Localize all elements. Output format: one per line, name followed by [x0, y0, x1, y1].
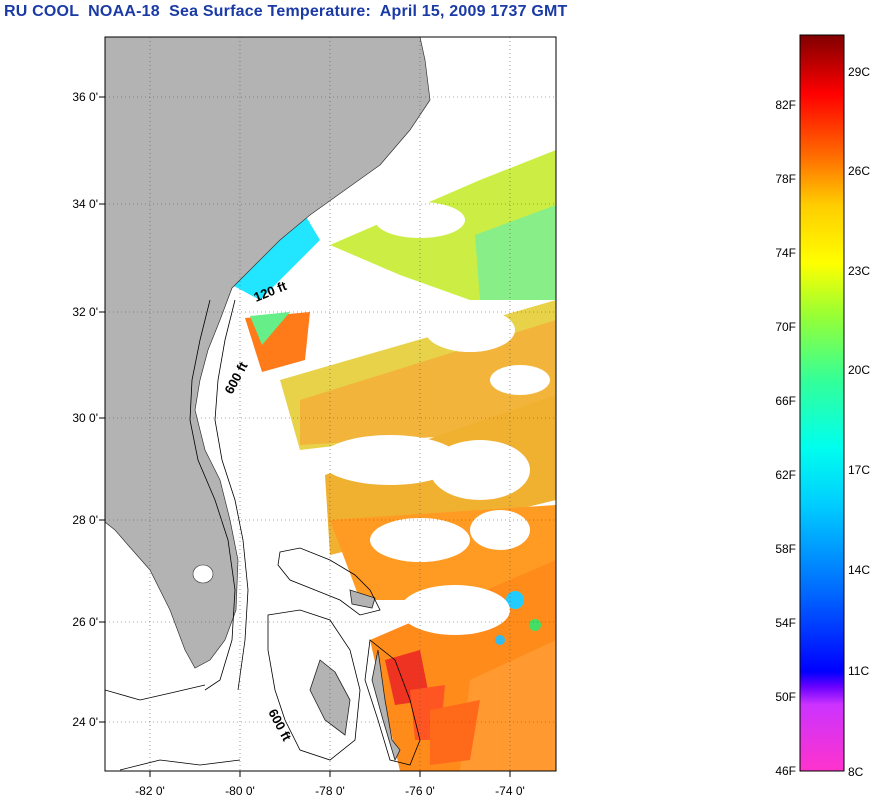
colorbar-f-74: 74F [775, 246, 796, 260]
lat-label-34: 34 0' [72, 197, 98, 211]
colorbar-f-82: 82F [775, 98, 796, 112]
colorbar-c-20: 20C [848, 363, 870, 377]
colorbar-c-8: 8C [848, 765, 864, 779]
lon-label-76: -76 0' [405, 784, 435, 798]
colorbar-c-11: 11C [848, 664, 869, 678]
axis-ticks [99, 96, 511, 777]
colorbar-f-50: 50F [775, 690, 796, 704]
colorbar-c-14: 14C [848, 563, 870, 577]
colorbar-c-23: 23C [848, 264, 870, 278]
lon-label-78: -78 0' [315, 784, 345, 798]
lon-label-80: -80 0' [225, 784, 255, 798]
page-title: RU COOL NOAA-18 Sea Surface Temperature:… [4, 3, 568, 20]
lat-label-24: 24 0' [72, 715, 98, 729]
colorbar-c-26: 26C [848, 164, 870, 178]
lat-label-26: 26 0' [72, 615, 98, 629]
bathymetry-contours [105, 299, 421, 771]
lat-label-36: 36 0' [72, 90, 98, 104]
colorbar-f-46: 46F [775, 764, 796, 778]
colorbar-c-17: 17C [848, 463, 870, 477]
lon-label-74: -74 0' [495, 784, 525, 798]
colorbar-f-58: 58F [775, 542, 796, 556]
colorbar-f-66: 66F [775, 394, 796, 408]
lat-label-32: 32 0' [72, 305, 98, 319]
colorbar-f-78: 78F [775, 172, 796, 186]
colorbar-c-29: 29C [848, 65, 870, 79]
colorbar-f-54: 54F [775, 616, 796, 630]
lat-label-28: 28 0' [72, 513, 98, 527]
lat-label-30: 30 0' [72, 411, 98, 425]
colorbar-f-62: 62F [775, 468, 796, 482]
land-southeast-us [105, 37, 431, 669]
lon-label-82: -82 0' [135, 784, 165, 798]
lake-okeechobee [192, 564, 214, 584]
colorbar [799, 34, 845, 772]
colorbar-f-70: 70F [775, 320, 796, 334]
